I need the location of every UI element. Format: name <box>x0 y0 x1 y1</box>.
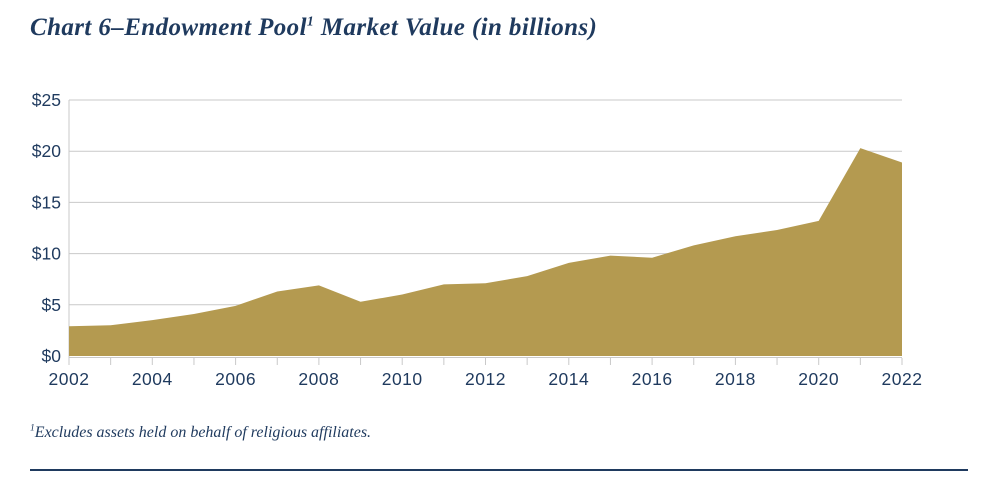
footnote-text: Excludes assets held on behalf of religi… <box>34 424 372 441</box>
chart-title-suffix: Market Value (in billions) <box>314 14 598 41</box>
chart-title-footnote-marker: 1 <box>306 13 315 29</box>
x-axis-label-2016: 2016 <box>632 369 673 389</box>
y-axis-label-0: $0 <box>42 346 62 366</box>
endowment-area-series <box>69 148 902 356</box>
y-axis-label-25: $25 <box>32 90 61 110</box>
x-axis-label-2012: 2012 <box>465 369 506 389</box>
x-axis-label-2002: 2002 <box>49 369 90 389</box>
x-axis-label-2022: 2022 <box>882 369 923 389</box>
y-axis-label-15: $15 <box>32 192 61 212</box>
y-axis-label-5: $5 <box>42 295 61 315</box>
x-axis-label-2020: 2020 <box>798 369 839 389</box>
bottom-divider <box>30 469 968 471</box>
x-axis-label-2008: 2008 <box>298 369 339 389</box>
endowment-area-chart: $0 $5 $10 $15 $20 $25 2002 2004 2006 2008 2010 2012… <box>32 90 923 389</box>
chart-title-text: Chart 6–Endowment Pool <box>30 14 307 41</box>
footnote-marker: 1 <box>30 422 35 434</box>
y-axis-label-10: $10 <box>32 244 61 264</box>
x-axis-label-2010: 2010 <box>382 369 423 389</box>
y-axis-label-20: $20 <box>32 141 61 161</box>
x-axis-label-2014: 2014 <box>548 369 589 389</box>
x-axis-label-2006: 2006 <box>215 369 256 389</box>
footnote: 1Excludes assets held on behalf of relig… <box>30 422 372 442</box>
area-chart-svg: $0 $5 $10 $15 $20 $25 2002 2004 2006 2008 2010 2012… <box>32 90 923 389</box>
chart-title: Chart 6–Endowment Pool1 Market Value (in… <box>30 14 597 42</box>
x-axis-label-2018: 2018 <box>715 369 756 389</box>
x-axis-label-2004: 2004 <box>132 369 173 389</box>
